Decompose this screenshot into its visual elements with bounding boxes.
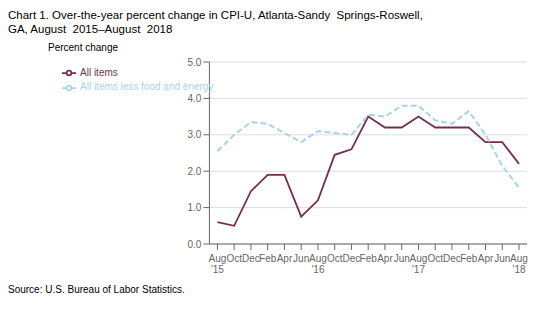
svg-text:2.0: 2.0 [188, 166, 202, 177]
svg-text:4.0: 4.0 [188, 93, 202, 104]
svg-text:Feb: Feb [360, 253, 378, 264]
svg-text:Jun: Jun [293, 253, 309, 264]
svg-text:Dec: Dec [343, 253, 361, 264]
svg-text:5.0: 5.0 [188, 57, 202, 68]
svg-text:Oct: Oct [427, 253, 443, 264]
svg-text:Dec: Dec [443, 253, 461, 264]
html-text:All items: All items [80, 67, 118, 78]
svg-text:Feb: Feb [460, 253, 478, 264]
svg-text:3.0: 3.0 [188, 129, 202, 140]
svg-text:Aug'15: Aug'15 [209, 253, 227, 275]
html-text:GA, August 2015–August 2018: GA, August 2015–August 2018 [8, 23, 173, 35]
svg-text:Apr: Apr [277, 253, 293, 264]
html-text:Source: U.S. Bureau of Labor S: Source: U.S. Bureau of Labor Statistics. [8, 284, 185, 295]
html-text:Chart 1. Over-the-year percent: Chart 1. Over-the-year percent change in… [8, 9, 423, 21]
svg-text:Jun: Jun [394, 253, 410, 264]
html-text:All items less food and energy: All items less food and energy [80, 81, 214, 93]
svg-text:Apr: Apr [478, 253, 494, 264]
svg-text:0.0: 0.0 [188, 239, 202, 250]
svg-text:Jun: Jun [494, 253, 510, 264]
svg-text:Oct: Oct [327, 253, 343, 264]
svg-text:Dec: Dec [242, 253, 260, 264]
html-text:Percent change: Percent change [48, 42, 119, 53]
svg-text:Apr: Apr [377, 253, 393, 264]
svg-text:Feb: Feb [259, 253, 277, 264]
svg-text:Aug'16: Aug'16 [309, 253, 327, 275]
svg-text:Oct: Oct [226, 253, 242, 264]
svg-text:Aug'17: Aug'17 [410, 253, 428, 275]
svg-text:Aug'18: Aug'18 [510, 253, 528, 275]
svg-text:1.0: 1.0 [188, 202, 202, 213]
